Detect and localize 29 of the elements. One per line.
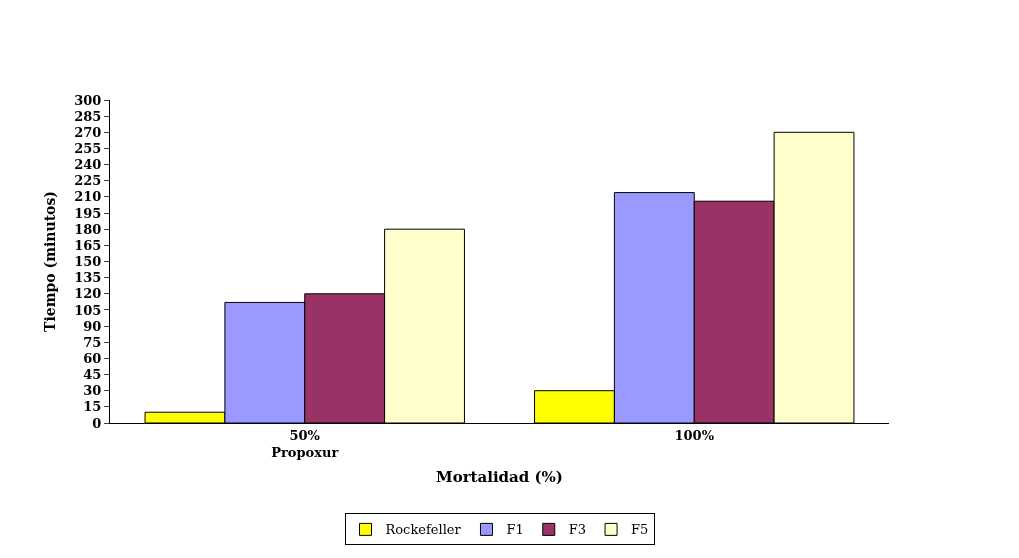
y-tick-label: 255 — [74, 141, 102, 156]
x-tick-label: 50% Propoxur — [271, 427, 339, 460]
y-tick-label: 120 — [74, 286, 102, 302]
legend-label: F3 — [568, 522, 587, 538]
x-tick-label: 100% — [674, 427, 715, 443]
y-tick-label: 75 — [83, 334, 102, 350]
y-tick-label: 30 — [83, 383, 102, 399]
y-tick-label: 150 — [74, 254, 102, 270]
y-tick-label: 165 — [74, 237, 102, 253]
y-tick-label: 90 — [83, 318, 102, 334]
y-tick-label: 195 — [74, 205, 102, 221]
y-tick-label: 45 — [83, 367, 102, 383]
y-tick-label: 210 — [74, 189, 102, 205]
y-tick-label: 180 — [74, 221, 102, 237]
legend-label: F1 — [506, 522, 524, 538]
y-tick-label: 60 — [83, 350, 102, 366]
y-tick-label: 270 — [74, 124, 102, 140]
y-tick-label: 135 — [74, 270, 102, 286]
y-tick-label: 300 — [74, 92, 102, 108]
y-tick-label: 240 — [74, 157, 102, 173]
y-tick-label: 15 — [83, 399, 102, 415]
y-tick-label: 105 — [74, 302, 102, 318]
x-axis-title: Mortalidad (%) — [436, 467, 563, 486]
y-tick-label: 225 — [74, 173, 102, 189]
legend-label: F5 — [631, 522, 649, 538]
y-tick-label: 0 — [92, 415, 102, 431]
y-axis-title: Tiempo (minutos) — [41, 191, 58, 332]
y-tick-label: 285 — [74, 108, 102, 124]
legend-label: Rockefeller — [385, 522, 462, 538]
